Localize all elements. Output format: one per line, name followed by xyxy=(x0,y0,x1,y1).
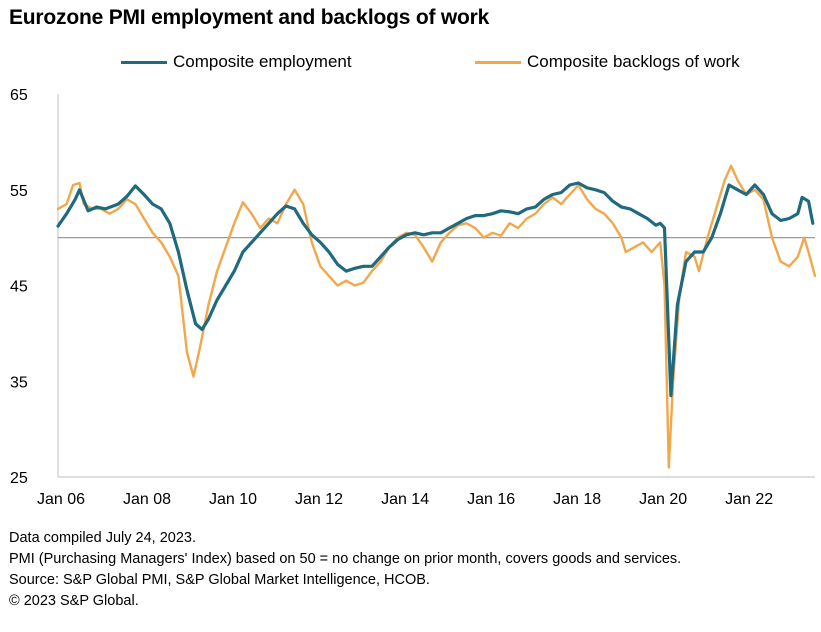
x-tick-label: Jan 08 xyxy=(123,491,171,508)
series-line-composite-backlogs xyxy=(56,164,817,469)
series-line-composite-employment xyxy=(56,181,815,398)
y-tick-label: 25 xyxy=(10,470,28,487)
y-tick-label: 35 xyxy=(10,374,28,391)
legend-item-employment: Composite employment xyxy=(121,52,352,72)
legend-label-backlogs: Composite backlogs of work xyxy=(527,52,740,71)
x-tick-label: Jan 20 xyxy=(639,491,687,508)
x-tick-label: Jan 12 xyxy=(295,491,343,508)
chart-series xyxy=(56,164,817,469)
legend-item-backlogs: Composite backlogs of work xyxy=(475,52,740,72)
note-data-compiled: Data compiled July 24, 2023. xyxy=(9,530,196,546)
note-copyright: © 2023 S&P Global. xyxy=(9,593,139,609)
x-tick-label: Jan 18 xyxy=(553,491,601,508)
chart-title: Eurozone PMI employment and backlogs of … xyxy=(9,6,490,29)
y-tick-label: 55 xyxy=(10,183,28,200)
y-tick-label: 45 xyxy=(10,279,28,296)
x-tick-label: Jan 22 xyxy=(725,491,773,508)
note-pmi-definition: PMI (Purchasing Managers' Index) based o… xyxy=(9,551,682,567)
line-chart: 25 35 45 55 65 Jan 06 Jan 08 Jan 10 Jan 12 Jan 14… xyxy=(10,87,817,508)
note-source: Source: S&P Global PMI, S&P Global Marke… xyxy=(9,572,430,588)
x-tick-label: Jan 10 xyxy=(209,491,257,508)
x-tick-label: Jan 06 xyxy=(37,491,85,508)
chart-legend: Composite employment Composite backlogs … xyxy=(0,52,821,74)
chart-notes: Data compiled July 24, 2023. PMI (Purcha… xyxy=(9,528,681,612)
legend-label-employment: Composite employment xyxy=(173,52,352,71)
y-tick-label: 65 xyxy=(10,87,28,104)
chart-axes: 25 35 45 55 65 Jan 06 Jan 08 Jan 10 Jan 12 Jan 14… xyxy=(10,87,815,508)
legend-swatch-employment xyxy=(121,60,167,64)
legend-swatch-backlogs xyxy=(475,60,521,64)
x-tick-label: Jan 16 xyxy=(467,491,515,508)
x-tick-label: Jan 14 xyxy=(381,491,429,508)
